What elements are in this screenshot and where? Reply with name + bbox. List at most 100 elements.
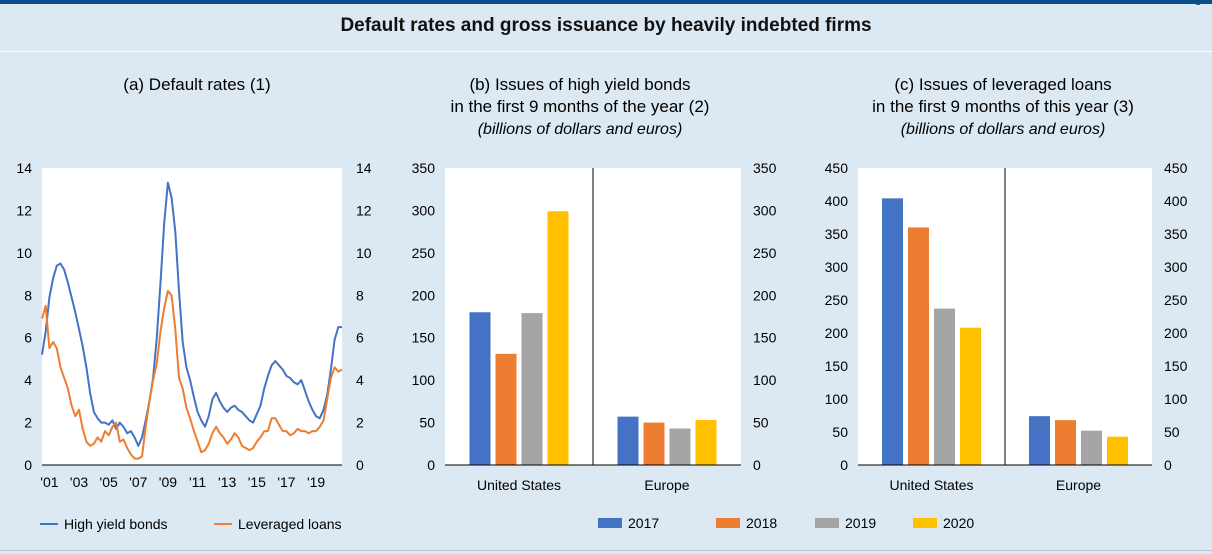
a-left-tick-0: 0 [24, 457, 32, 473]
panel-b-left-axis: 0 50 100 150 200 250 300 350 [412, 160, 436, 473]
b-left-tick-150: 150 [412, 330, 436, 346]
a-right-tick-8: 8 [356, 287, 364, 303]
c-left-tick-300: 300 [825, 259, 849, 275]
bottom-rule [0, 550, 1212, 551]
b-right-tick-200: 200 [753, 287, 777, 303]
c-right-tick-450: 450 [1164, 160, 1188, 176]
b-right-tick-50: 50 [753, 415, 769, 431]
a-right-tick-12: 12 [356, 202, 372, 218]
legend-ll-label: Leveraged loans [238, 516, 342, 532]
c-bar-united-states-2017 [882, 198, 903, 466]
legend-2020-swatch [913, 518, 937, 528]
b-right-tick-250: 250 [753, 245, 777, 261]
c-right-tick-300: 300 [1164, 259, 1188, 275]
legend-2020-label: 2020 [943, 515, 974, 531]
b-right-tick-150: 150 [753, 330, 777, 346]
b-bar-europe-2018 [643, 422, 665, 465]
b-right-tick-100: 100 [753, 372, 777, 388]
panel-c-title: (c) Issues of leveraged loans [894, 75, 1111, 94]
panel-b-title: (b) Issues of high yield bonds [469, 75, 690, 94]
panel-b-right-axis: 0 50 100 150 200 250 300 350 [753, 160, 777, 473]
b-bar-united-states-2018 [495, 353, 517, 465]
c-left-tick-450: 450 [825, 160, 849, 176]
panel-c: (c) Issues of leveraged loans in the fir… [825, 75, 1188, 493]
a-xtick-'05: '05 [100, 474, 118, 490]
series-high-yield-bonds-line [41, 181, 342, 447]
panel-a-title: (a) Default rates (1) [123, 75, 270, 94]
legend-2019-label: 2019 [845, 515, 876, 531]
c-right-tick-50: 50 [1164, 424, 1180, 440]
b-left-tick-350: 350 [412, 160, 436, 176]
panel-b-categories: United States Europe [477, 477, 690, 493]
a-left-tick-6: 6 [24, 330, 32, 346]
legend-2018-label: 2018 [746, 515, 777, 531]
panel-b-subtitle: in the first 9 months of the year (2) [451, 97, 710, 116]
panel-b-bars [469, 211, 717, 465]
b-bar-europe-2020 [695, 420, 717, 465]
series-leveraged-loans-line [41, 290, 343, 460]
a-right-tick-10: 10 [356, 245, 372, 261]
c-left-tick-400: 400 [825, 193, 849, 209]
b-left-tick-200: 200 [412, 287, 436, 303]
c-left-tick-50: 50 [832, 424, 848, 440]
corner-label: g [1194, 0, 1202, 5]
c-right-tick-350: 350 [1164, 226, 1188, 242]
panel-a-x-axis: '01 '03 '05 '07 '09 '11 '13 '15 '17 '19 [40, 474, 325, 490]
c-right-tick-100: 100 [1164, 391, 1188, 407]
panel-b: (b) Issues of high yield bonds in the fi… [412, 75, 777, 493]
a-xtick-'17: '17 [277, 474, 295, 490]
panel-b-unit: (billions of dollars and euros) [478, 121, 683, 138]
b-left-tick-0: 0 [427, 457, 435, 473]
legend-2019-swatch [815, 518, 839, 528]
a-xtick-'19: '19 [307, 474, 325, 490]
panel-c-unit: (billions of dollars and euros) [901, 121, 1106, 138]
panel-c-right-axis: 0 50 100 150 200 250 300 350 400 450 [1164, 160, 1188, 473]
legend-a: High yield bonds Leveraged loans [40, 516, 342, 532]
c-right-tick-150: 150 [1164, 358, 1188, 374]
panel-a: (a) Default rates (1) 0 2 4 6 8 10 12 14 0 2 4 6 8 1… [16, 75, 371, 532]
c-left-tick-250: 250 [825, 292, 849, 308]
a-xtick-'11: '11 [189, 474, 206, 490]
b-bar-europe-2017 [617, 416, 639, 465]
panel-a-series [41, 181, 343, 460]
b-category-united-states: United States [477, 477, 561, 493]
c-category-united-states: United States [889, 477, 973, 493]
c-right-tick-200: 200 [1164, 325, 1188, 341]
c-right-tick-0: 0 [1164, 457, 1172, 473]
c-bar-united-states-2020 [960, 327, 981, 465]
panel-a-plot-area [42, 168, 342, 465]
c-left-tick-200: 200 [825, 325, 849, 341]
main-title: Default rates and gross issuance by heav… [340, 15, 872, 36]
c-bar-europe-2017 [1029, 416, 1050, 465]
b-left-tick-300: 300 [412, 202, 436, 218]
legend-2017-swatch [598, 518, 622, 528]
a-xtick-'09: '09 [159, 474, 177, 490]
c-bar-united-states-2018 [908, 227, 929, 465]
legend-bc: 2017 2018 2019 2020 [598, 515, 974, 531]
c-right-tick-400: 400 [1164, 193, 1188, 209]
a-right-tick-6: 6 [356, 330, 364, 346]
a-right-tick-2: 2 [356, 415, 364, 431]
panel-c-left-axis: 0 50 100 150 200 250 300 350 400 450 [825, 160, 849, 473]
a-right-tick-4: 4 [356, 372, 364, 388]
c-left-tick-100: 100 [825, 391, 849, 407]
b-left-tick-250: 250 [412, 245, 436, 261]
a-xtick-'01: '01 [40, 474, 58, 490]
c-bar-europe-2019 [1081, 430, 1102, 465]
a-xtick-'07: '07 [129, 474, 147, 490]
title-separator [0, 51, 1212, 52]
b-right-tick-0: 0 [753, 457, 761, 473]
b-left-tick-100: 100 [412, 372, 436, 388]
legend-hy-label: High yield bonds [64, 516, 168, 532]
panel-a-left-axis: 0 2 4 6 8 10 12 14 [16, 160, 32, 473]
b-bar-united-states-2020 [547, 211, 569, 465]
b-right-tick-300: 300 [753, 202, 777, 218]
c-bar-united-states-2019 [934, 308, 955, 465]
a-right-tick-14: 14 [356, 160, 372, 176]
b-category-europe: Europe [644, 477, 689, 493]
a-xtick-'03: '03 [70, 474, 88, 490]
c-right-tick-250: 250 [1164, 292, 1188, 308]
c-left-tick-0: 0 [840, 457, 848, 473]
